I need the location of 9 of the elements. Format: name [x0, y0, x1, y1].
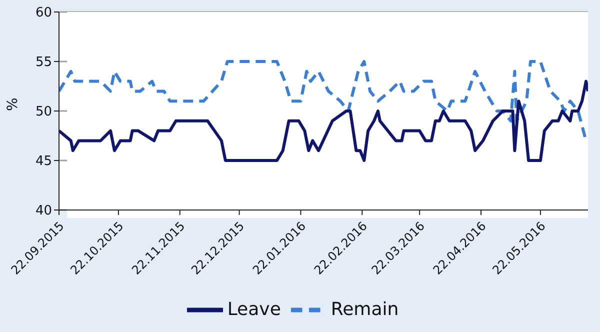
y-tick-label: 50 — [35, 104, 52, 120]
line-series — [59, 80, 588, 162]
y-axis-title: % — [4, 98, 21, 111]
y-tick-label: 40 — [35, 204, 52, 219]
legend-label: Remain — [330, 298, 399, 320]
legend-label: Leave — [227, 298, 281, 320]
y-tick-label: 60 — [35, 6, 52, 21]
y-tick-label: 45 — [35, 154, 52, 170]
y-tick-label: 55 — [35, 55, 52, 70]
